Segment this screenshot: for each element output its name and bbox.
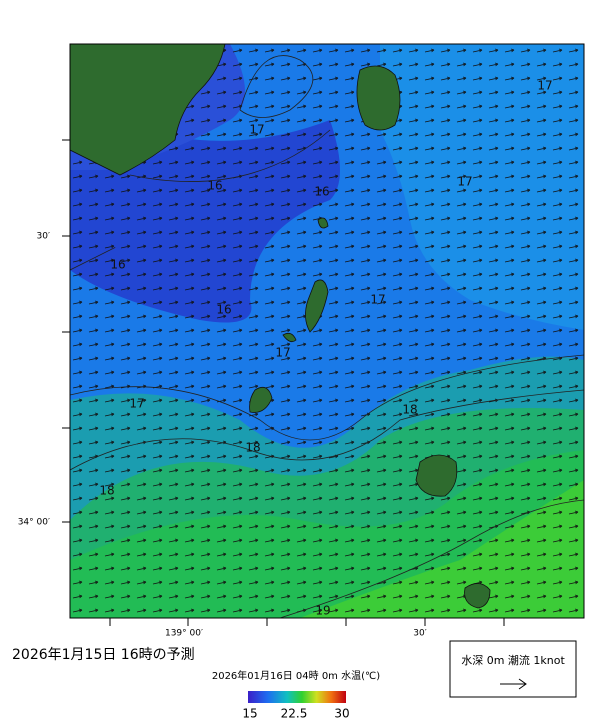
legend-text: 水深 0m 潮流 1knot (461, 653, 565, 667)
colorbar-label: 30 (334, 707, 349, 721)
colorbar (248, 691, 346, 703)
ticks (62, 139, 505, 626)
title: 2026年1月15日 16時の予測 (12, 647, 195, 663)
contour-label: 18 (99, 484, 114, 498)
contour-label: 19 (315, 604, 330, 618)
contour-label: 16 (110, 258, 125, 272)
contour-labels: 17 17 17 16 16 16 16 17 17 17 18 18 18 19 (99, 79, 552, 618)
contour-label: 16 (314, 185, 329, 199)
lon-label: 139° 00′ (165, 629, 203, 639)
legend-arrow (500, 678, 527, 690)
contour-label: 18 (402, 403, 417, 417)
lat-label: 34° 00′ (18, 518, 50, 528)
lon-label: 30′ (413, 629, 427, 639)
map (70, 44, 584, 618)
legend-box (449, 640, 577, 698)
contour-label: 17 (537, 79, 552, 93)
contour-label: 17 (370, 293, 385, 307)
contour-label: 18 (245, 441, 260, 455)
land (70, 44, 491, 609)
colorbar-label: 22.5 (281, 707, 308, 721)
lat-label: 30′ (37, 232, 51, 242)
contour-label: 17 (249, 123, 264, 137)
contour-label: 17 (129, 397, 144, 411)
subtitle: 2026年01月16日 04時 0m 水温(℃) (212, 669, 380, 682)
contour-label: 17 (275, 346, 290, 360)
contour-label: 16 (207, 179, 222, 193)
contour-label: 17 (457, 175, 472, 189)
colorbar-label: 15 (242, 707, 257, 721)
map-frame (69, 43, 585, 619)
contour-label: 16 (216, 303, 231, 317)
